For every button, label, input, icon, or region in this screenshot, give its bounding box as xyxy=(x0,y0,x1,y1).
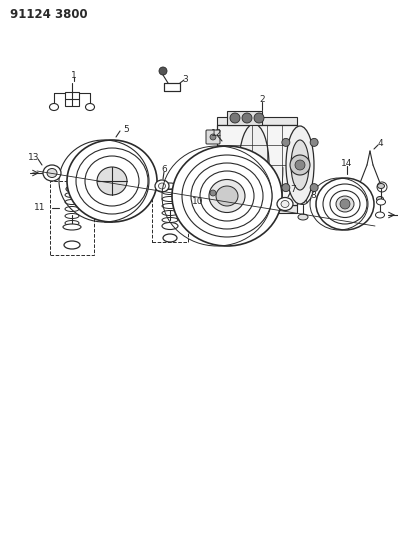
Circle shape xyxy=(242,113,252,123)
Ellipse shape xyxy=(377,197,384,201)
FancyBboxPatch shape xyxy=(217,125,297,205)
Text: 8: 8 xyxy=(310,191,316,200)
Ellipse shape xyxy=(158,183,166,189)
Circle shape xyxy=(159,67,167,75)
Ellipse shape xyxy=(63,224,81,230)
Ellipse shape xyxy=(162,222,178,230)
Ellipse shape xyxy=(67,140,157,222)
Ellipse shape xyxy=(182,155,272,237)
Ellipse shape xyxy=(65,221,79,225)
Circle shape xyxy=(210,134,216,140)
Ellipse shape xyxy=(377,199,386,205)
Ellipse shape xyxy=(377,183,384,189)
Circle shape xyxy=(282,184,290,192)
Circle shape xyxy=(210,190,216,196)
Ellipse shape xyxy=(86,103,94,110)
FancyBboxPatch shape xyxy=(206,130,220,144)
Ellipse shape xyxy=(162,217,178,222)
Circle shape xyxy=(377,182,387,192)
Text: 12: 12 xyxy=(211,128,223,138)
Circle shape xyxy=(310,139,318,147)
Ellipse shape xyxy=(85,156,139,206)
Ellipse shape xyxy=(65,192,79,198)
Circle shape xyxy=(295,160,305,170)
Ellipse shape xyxy=(162,211,178,215)
Ellipse shape xyxy=(298,214,308,220)
Text: 5: 5 xyxy=(123,125,129,133)
FancyBboxPatch shape xyxy=(227,111,262,125)
Ellipse shape xyxy=(155,180,169,192)
Ellipse shape xyxy=(336,196,354,212)
Circle shape xyxy=(310,184,318,192)
Ellipse shape xyxy=(323,184,367,224)
Text: 7: 7 xyxy=(290,185,296,195)
Ellipse shape xyxy=(64,241,80,249)
Ellipse shape xyxy=(172,146,282,246)
Ellipse shape xyxy=(239,124,269,206)
Ellipse shape xyxy=(66,186,78,192)
Ellipse shape xyxy=(65,214,79,219)
Ellipse shape xyxy=(281,200,289,207)
Circle shape xyxy=(230,113,240,123)
Ellipse shape xyxy=(277,198,293,211)
Text: 13: 13 xyxy=(28,152,40,161)
Ellipse shape xyxy=(163,234,177,242)
Ellipse shape xyxy=(375,212,384,218)
FancyBboxPatch shape xyxy=(217,205,297,213)
Ellipse shape xyxy=(209,180,245,213)
Ellipse shape xyxy=(316,178,374,230)
Ellipse shape xyxy=(162,197,178,201)
Ellipse shape xyxy=(65,199,79,205)
Ellipse shape xyxy=(200,171,254,221)
Text: 2: 2 xyxy=(259,95,265,104)
Text: 14: 14 xyxy=(341,159,353,168)
Ellipse shape xyxy=(330,190,360,217)
Ellipse shape xyxy=(191,163,263,229)
Ellipse shape xyxy=(43,165,61,181)
Circle shape xyxy=(340,199,350,209)
Ellipse shape xyxy=(299,199,307,205)
Circle shape xyxy=(282,139,290,147)
Circle shape xyxy=(290,155,310,175)
Text: 1: 1 xyxy=(71,70,77,79)
Ellipse shape xyxy=(65,206,79,212)
FancyBboxPatch shape xyxy=(164,83,180,91)
Text: 91124 3800: 91124 3800 xyxy=(10,8,88,21)
Ellipse shape xyxy=(97,167,127,195)
Ellipse shape xyxy=(163,183,177,189)
Ellipse shape xyxy=(216,186,238,206)
Ellipse shape xyxy=(286,126,314,204)
Text: 6: 6 xyxy=(161,166,167,174)
Ellipse shape xyxy=(291,140,309,190)
Text: 11: 11 xyxy=(34,204,46,213)
Text: 4: 4 xyxy=(377,139,383,148)
Ellipse shape xyxy=(76,148,148,214)
Circle shape xyxy=(353,182,363,192)
FancyBboxPatch shape xyxy=(206,186,220,200)
Circle shape xyxy=(69,182,75,188)
Text: 3: 3 xyxy=(182,75,188,84)
Ellipse shape xyxy=(162,190,178,195)
Ellipse shape xyxy=(162,204,178,208)
Text: 10: 10 xyxy=(192,198,204,206)
Ellipse shape xyxy=(47,168,57,177)
Ellipse shape xyxy=(49,103,59,110)
Circle shape xyxy=(254,113,264,123)
FancyBboxPatch shape xyxy=(65,92,79,106)
FancyBboxPatch shape xyxy=(217,117,297,125)
